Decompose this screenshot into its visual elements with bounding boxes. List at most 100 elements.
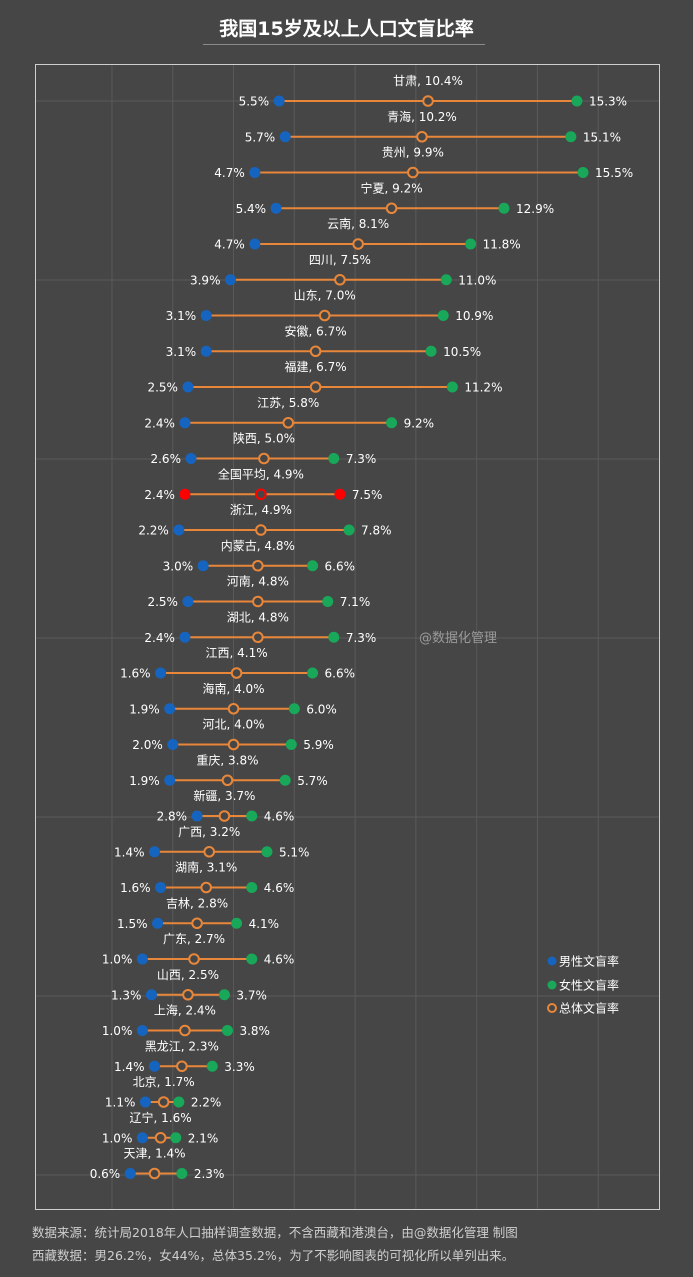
legend-item: 总体文盲率 [547, 1001, 619, 1016]
total-point [282, 416, 295, 429]
total-value-label: 四川, 7.5% [309, 253, 371, 267]
male-value-label: 1.1% [105, 1096, 136, 1110]
female-point [440, 274, 452, 286]
legend-item: 女性文盲率 [547, 978, 619, 993]
female-value-label: 3.8% [239, 1024, 270, 1038]
female-value-label: 15.3% [589, 95, 627, 109]
male-point [145, 989, 157, 1001]
total-point [200, 881, 212, 894]
female-point [218, 989, 230, 1001]
female-point [386, 417, 398, 429]
female-point [206, 1060, 218, 1072]
row-湖南: 1.6% 4.6% 湖南, 3.1% [120, 860, 294, 896]
total-value-label: 山西, 2.5% [157, 968, 219, 982]
row-天津: 0.6% 2.3% 天津, 1.4% [90, 1147, 225, 1182]
total-value-label: 浙江, 4.9% [230, 503, 292, 517]
male-value-label: 1.0% [102, 1024, 133, 1038]
male-value-label: 1.4% [114, 845, 145, 859]
row-新疆: 2.8% 4.6% 新疆, 3.7% [157, 788, 295, 824]
male-value-label: 1.3% [111, 988, 142, 1002]
row-福建: 2.5% 11.2% 福建, 6.7% [147, 359, 502, 395]
total-value-label: 贵州, 9.9% [382, 146, 444, 160]
total-point [255, 488, 267, 501]
male-point [197, 560, 209, 572]
total-value-label: 江苏, 5.8% [257, 396, 319, 410]
female-point [288, 703, 300, 715]
total-value-label: 广西, 3.2% [178, 825, 240, 839]
female-value-label: 12.9% [516, 202, 554, 216]
female-point [307, 667, 319, 679]
total-point [258, 452, 270, 465]
female-value-label: 4.6% [264, 810, 295, 824]
legend-item: 男性文盲率 [547, 954, 619, 969]
row-甘肃: 5.5% 15.3% 甘肃, 10.4% [239, 74, 627, 109]
female-value-label: 6.6% [325, 667, 356, 681]
male-point [164, 703, 176, 715]
male-point [179, 488, 191, 500]
female-value-label: 4.1% [249, 917, 280, 931]
female-point [465, 238, 477, 250]
total-point [252, 559, 264, 572]
total-point [154, 1131, 167, 1144]
row-北京: 1.1% 2.2% 北京, 1.7% [105, 1075, 221, 1110]
male-value-label: 4.7% [214, 166, 245, 180]
total-point [416, 130, 428, 143]
total-value-label: 河南, 4.8% [227, 574, 289, 589]
legend-label: 女性文盲率 [559, 978, 619, 993]
male-value-label: 1.0% [102, 953, 133, 967]
female-value-label: 5.9% [303, 738, 334, 752]
male-value-label: 1.4% [114, 1060, 145, 1074]
row-山西: 1.3% 3.7% 山西, 2.5% [111, 968, 267, 1003]
total-point [385, 202, 398, 215]
female-value-label: 11.0% [458, 273, 496, 287]
total-point [334, 273, 346, 286]
male-point [185, 453, 197, 464]
female-value-label: 5.1% [279, 845, 310, 859]
total-point [255, 524, 267, 536]
male-value-label: 2.4% [144, 631, 175, 645]
female-point [334, 488, 346, 500]
female-point [246, 882, 258, 893]
watermark: @数据化管理 [419, 631, 497, 646]
row-湖北: 2.4% 7.3% 湖北, 4.8% [144, 609, 376, 645]
male-point [164, 774, 176, 786]
male-value-label: 2.2% [138, 524, 169, 538]
total-value-label: 北京, 1.7% [133, 1075, 195, 1089]
total-point [407, 166, 419, 179]
male-point [136, 1025, 148, 1036]
female-point [565, 131, 577, 143]
legend-male-marker [547, 956, 557, 966]
male-point [124, 1168, 136, 1179]
male-point [152, 917, 164, 929]
row-辽宁: 1.0% 2.1% 辽宁, 1.6% [102, 1110, 218, 1146]
male-value-label: 1.9% [129, 702, 160, 716]
total-value-label: 上海, 2.4% [154, 1003, 216, 1018]
total-point [218, 810, 231, 822]
female-value-label: 4.6% [264, 881, 295, 895]
male-point [200, 310, 212, 321]
female-value-label: 3.7% [236, 988, 266, 1002]
total-point [252, 595, 264, 608]
total-value-label: 甘肃, 10.4% [393, 74, 463, 88]
female-value-label: 7.3% [346, 452, 377, 466]
male-value-label: 2.5% [147, 381, 178, 395]
male-point [200, 345, 212, 357]
total-value-label: 新疆, 3.7% [193, 788, 255, 803]
footer-tibet-note: 西藏数据：男26.2%，女44%，总体35.2%，为了不影响图表的可视化所以单列… [32, 1248, 515, 1263]
male-value-label: 2.8% [157, 810, 188, 824]
male-value-label: 5.4% [236, 202, 267, 216]
row-广东: 1.0% 4.6% 广东, 2.7% [102, 932, 294, 967]
male-value-label: 2.5% [147, 595, 178, 609]
female-value-label: 7.8% [361, 524, 392, 538]
total-point [318, 309, 331, 322]
female-value-label: 2.3% [194, 1167, 225, 1181]
female-point [246, 953, 258, 965]
row-广西: 1.4% 5.1% 广西, 3.2% [114, 825, 309, 860]
total-point [188, 953, 200, 965]
male-value-label: 3.1% [166, 309, 197, 323]
row-内蒙古: 3.0% 6.6% 内蒙古, 4.8% [163, 538, 355, 574]
row-浙江: 2.2% 7.8% 浙江, 4.9% [138, 503, 391, 538]
male-value-label: 2.4% [144, 488, 175, 502]
male-point [155, 667, 167, 679]
